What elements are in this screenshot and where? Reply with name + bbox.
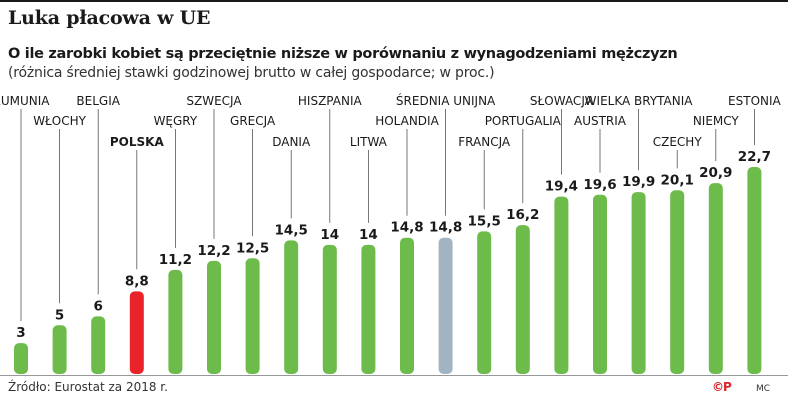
value-label: 5: [55, 307, 64, 323]
value-label: 19,4: [545, 179, 578, 195]
value-label: 11,2: [159, 252, 192, 268]
value-label: 16,2: [506, 207, 539, 223]
bar: [168, 269, 183, 374]
value-label: 14: [359, 227, 378, 243]
value-label: 8,8: [125, 273, 149, 289]
category-label: WŁOCHY: [33, 114, 86, 128]
category-label: ŚREDNIA UNIJNA: [396, 93, 496, 108]
value-label: 14,8: [429, 220, 462, 236]
category-label: FRANCJA: [458, 135, 511, 149]
bar: [708, 183, 723, 374]
category-label: HISZPANIA: [298, 94, 363, 108]
bar: [747, 167, 762, 374]
chart-note: (różnica średniej stawki godzinowej brut…: [8, 65, 495, 81]
value-label: 6: [93, 298, 102, 314]
category-label: HOLANDIA: [375, 114, 439, 128]
value-label: 20,1: [661, 172, 694, 188]
bar: [400, 237, 414, 374]
category-label: RUMUNIA: [0, 94, 50, 108]
category-label: ESTONIA: [728, 94, 781, 108]
bar: [438, 237, 453, 374]
bar: [52, 325, 67, 374]
bar: [207, 260, 221, 374]
value-label: 14,8: [390, 220, 423, 236]
value-label: 12,5: [236, 240, 269, 256]
value-label: 19,9: [622, 174, 655, 190]
category-label: BELGIA: [76, 94, 120, 108]
chart-subtitle: O ile zarobki kobiet są przeciętnie niżs…: [8, 46, 678, 62]
value-label: 20,9: [699, 165, 732, 181]
bottom-rule: [0, 375, 788, 376]
category-label: POLSKA: [110, 135, 165, 149]
source-note: Źródło: Eurostat za 2018 r.: [8, 380, 168, 394]
bar: [322, 244, 337, 374]
bar: [14, 343, 28, 374]
leader-lines: [20, 109, 755, 322]
author-initials: MC: [756, 384, 771, 394]
bar: [129, 291, 144, 374]
bars: [14, 167, 762, 374]
category-label: PORTUGALIA: [485, 114, 562, 128]
category-label: LITWA: [350, 135, 388, 149]
category-label: GRECJA: [230, 114, 276, 128]
bar: [593, 194, 607, 374]
bar: [477, 231, 492, 374]
value-label: 12,2: [197, 243, 230, 259]
category-label: WIELKA BRYTANIA: [585, 94, 694, 108]
category-label: SŁOWACJA: [530, 94, 594, 108]
bar: [554, 196, 569, 374]
value-label: 14: [320, 227, 339, 243]
bar: [361, 244, 376, 374]
category-label: AUSTRIA: [574, 114, 627, 128]
value-label: 14,5: [275, 222, 308, 238]
value-labels: 3 5 6 8,8 11,2 12,2 12,5 14,5 14 14 14,8 14,8 15,5 16…: [16, 149, 771, 341]
value-label: 15,5: [468, 213, 501, 229]
chart-title: Luka płacowa w UE: [8, 7, 211, 29]
bar: [245, 258, 260, 374]
category-label: SZWECJA: [186, 94, 242, 108]
category-label: CZECHY: [653, 135, 703, 149]
category-label: NIEMCY: [693, 114, 740, 128]
top-rule: [0, 0, 788, 2]
bar: [670, 190, 685, 374]
publisher-logo: ©P: [712, 380, 732, 394]
category-label: DANIA: [272, 135, 311, 149]
bar: [631, 192, 646, 374]
value-label: 3: [16, 325, 25, 341]
bar: [515, 225, 530, 374]
value-label: 22,7: [738, 149, 771, 165]
bar: [91, 316, 106, 374]
category-label: WĘGRY: [154, 114, 198, 128]
bar: [284, 240, 299, 374]
country-labels: RUMUNIA WŁOCHY BELGIA POLSKA WĘGRY SZWECJA GRE…: [0, 93, 782, 149]
value-label: 19,6: [583, 177, 616, 193]
